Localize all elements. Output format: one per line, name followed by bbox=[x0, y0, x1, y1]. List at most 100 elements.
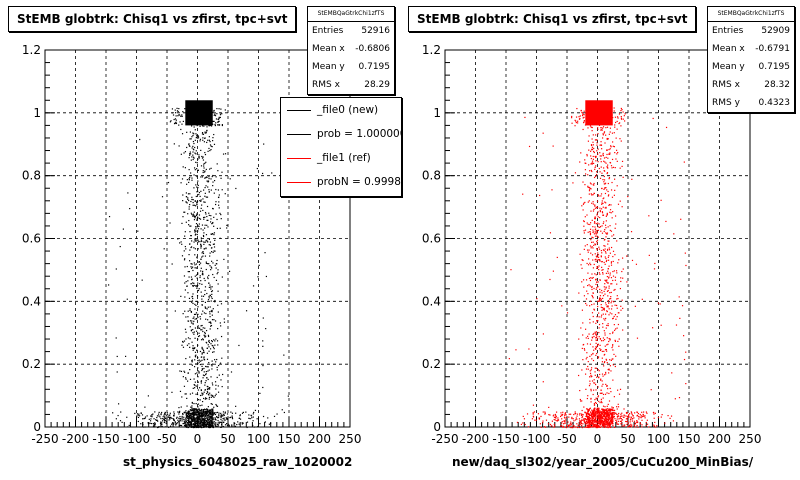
data-point bbox=[602, 326, 604, 328]
data-point bbox=[613, 426, 616, 428]
data-point bbox=[204, 382, 206, 384]
data-point bbox=[608, 133, 610, 135]
data-point bbox=[594, 235, 597, 237]
data-point bbox=[615, 158, 617, 160]
data-point bbox=[584, 373, 587, 375]
data-point bbox=[551, 425, 553, 427]
data-point bbox=[192, 132, 194, 134]
data-point bbox=[595, 279, 597, 281]
data-point bbox=[209, 424, 211, 426]
data-point bbox=[542, 132, 544, 134]
data-point bbox=[595, 231, 597, 233]
data-point bbox=[588, 333, 590, 335]
data-point bbox=[222, 411, 225, 413]
data-point bbox=[208, 136, 210, 138]
data-point bbox=[192, 151, 194, 153]
data-point bbox=[607, 277, 610, 279]
x-axis-label: new/daq_sl302/year_2005/CuCu200_MinBias/ bbox=[452, 455, 754, 469]
data-point bbox=[199, 425, 202, 427]
data-point bbox=[213, 396, 215, 398]
data-point bbox=[179, 121, 181, 123]
data-point bbox=[157, 413, 160, 415]
data-point bbox=[202, 339, 204, 341]
data-point bbox=[610, 370, 612, 372]
data-point bbox=[216, 426, 218, 428]
data-point bbox=[611, 235, 613, 237]
data-point bbox=[603, 412, 605, 414]
data-point bbox=[596, 335, 598, 337]
data-point bbox=[611, 283, 613, 285]
data-point bbox=[192, 204, 194, 206]
data-point bbox=[592, 424, 594, 426]
data-point bbox=[127, 426, 129, 428]
data-point bbox=[200, 325, 202, 327]
data-point bbox=[205, 373, 207, 375]
data-point bbox=[644, 417, 646, 419]
data-point bbox=[607, 295, 609, 297]
data-point bbox=[212, 346, 215, 349]
data-point bbox=[186, 285, 188, 287]
data-point bbox=[188, 415, 191, 418]
data-point bbox=[201, 157, 204, 159]
data-point bbox=[200, 421, 202, 423]
chart-panel-left: -250 -200 -150 -100 -50 0 50 100 150 200 250 0 0.2 0.… bbox=[8, 6, 402, 469]
data-point bbox=[176, 423, 178, 425]
data-point bbox=[673, 233, 675, 235]
data-point bbox=[593, 151, 595, 154]
data-point bbox=[194, 226, 197, 228]
data-point bbox=[195, 393, 197, 395]
legend-line-swatch bbox=[287, 181, 311, 183]
data-point bbox=[597, 411, 599, 413]
data-point bbox=[594, 139, 597, 141]
data-point bbox=[603, 308, 605, 310]
data-point bbox=[193, 423, 195, 425]
data-point bbox=[621, 299, 623, 301]
data-point bbox=[549, 414, 551, 416]
data-point bbox=[217, 419, 219, 422]
data-point bbox=[582, 322, 584, 324]
data-point bbox=[188, 253, 190, 256]
data-point bbox=[612, 345, 614, 347]
data-point bbox=[211, 247, 213, 249]
data-point bbox=[576, 107, 578, 110]
data-point bbox=[589, 411, 592, 413]
data-point bbox=[574, 411, 576, 413]
data-point bbox=[595, 425, 597, 427]
data-point bbox=[200, 267, 202, 269]
data-point bbox=[252, 420, 254, 422]
data-point bbox=[671, 372, 673, 374]
data-point bbox=[276, 413, 278, 415]
data-point bbox=[523, 418, 526, 420]
data-point bbox=[191, 412, 193, 414]
data-point bbox=[557, 418, 559, 421]
data-point bbox=[199, 421, 201, 423]
data-point bbox=[593, 308, 595, 310]
data-point bbox=[582, 359, 584, 361]
data-point bbox=[254, 409, 257, 412]
data-point bbox=[194, 146, 196, 149]
data-point bbox=[589, 376, 591, 378]
data-point bbox=[188, 410, 190, 412]
data-point bbox=[198, 371, 200, 373]
data-point bbox=[194, 423, 197, 426]
data-point bbox=[200, 247, 202, 249]
data-point bbox=[619, 122, 621, 124]
data-point bbox=[562, 426, 565, 428]
data-point bbox=[238, 423, 240, 425]
data-point bbox=[592, 412, 595, 414]
data-point bbox=[605, 416, 608, 418]
data-point bbox=[226, 424, 229, 426]
stats-value: 28.32 bbox=[764, 80, 790, 90]
data-point bbox=[189, 154, 191, 156]
data-point bbox=[217, 269, 219, 271]
data-point bbox=[608, 302, 610, 304]
data-point bbox=[622, 416, 625, 418]
data-point bbox=[188, 414, 191, 416]
data-point bbox=[589, 417, 592, 419]
data-point bbox=[620, 305, 622, 307]
data-point bbox=[620, 309, 622, 311]
data-point bbox=[646, 412, 648, 414]
data-point bbox=[191, 198, 193, 201]
data-point bbox=[215, 384, 217, 386]
data-point bbox=[613, 415, 615, 418]
